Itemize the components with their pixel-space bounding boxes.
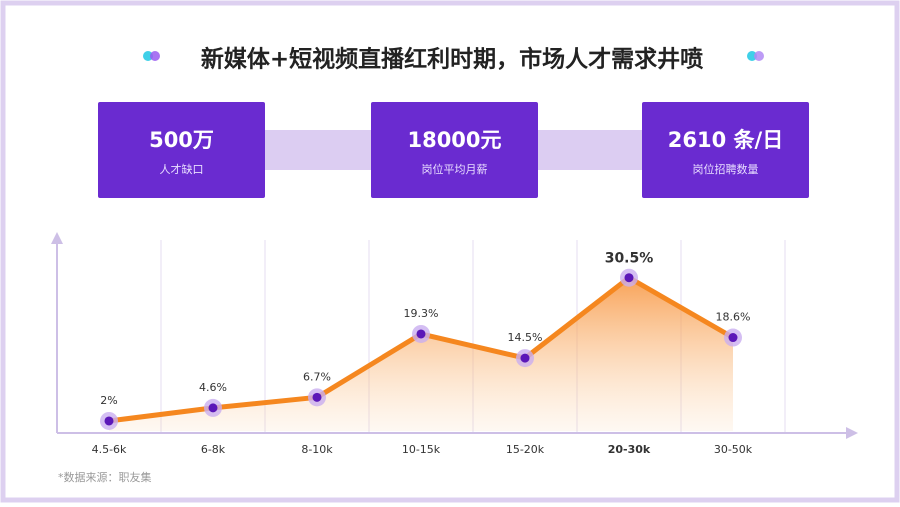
x-tick-label: 8-10k — [301, 443, 333, 456]
value-label: 19.3% — [404, 307, 439, 320]
x-tick-label: 30-50k — [714, 443, 753, 456]
stat-label: 岗位平均月薪 — [422, 162, 488, 176]
stat-label: 岗位招聘数量 — [693, 162, 759, 176]
x-arrow — [846, 427, 858, 439]
point — [520, 353, 530, 363]
x-tick-label: 20-30k — [608, 443, 651, 456]
title: 新媒体+短视频直播红利时期，市场人才需求井喷 — [201, 46, 703, 73]
point — [416, 329, 426, 339]
value-label: 18.6% — [716, 311, 751, 324]
title-dot — [754, 51, 764, 61]
stat-box — [371, 102, 538, 198]
point — [104, 416, 114, 426]
y-arrow — [51, 232, 63, 244]
value-label: 2% — [100, 394, 117, 407]
point — [312, 392, 322, 402]
point — [208, 403, 218, 413]
stat-value: 2610 条/日 — [668, 128, 783, 152]
point — [624, 273, 634, 283]
value-label: 4.6% — [199, 381, 227, 394]
x-tick-label: 10-15k — [402, 443, 441, 456]
stat-value: 500万 — [149, 128, 214, 152]
point — [728, 333, 738, 343]
title-dot — [747, 51, 757, 61]
chart: 2% 4.5-6k 4.6% 6-8k 6.7% 8-10k 19.3% 10-15k 14.5… — [51, 232, 858, 456]
title-dot — [150, 51, 160, 61]
value-label: 30.5% — [605, 251, 654, 267]
stat-value: 18000元 — [407, 128, 501, 152]
area — [109, 277, 733, 431]
title-dot — [143, 51, 153, 61]
x-tick-label: 6-8k — [201, 443, 226, 456]
x-tick-label: 15-20k — [506, 443, 545, 456]
stat-label: 人才缺口 — [160, 162, 204, 176]
stat-box — [642, 102, 809, 198]
stat-box — [98, 102, 265, 198]
x-tick-label: 4.5-6k — [92, 443, 127, 456]
source: *数据来源：职友集 — [58, 470, 152, 484]
value-label: 6.7% — [303, 370, 331, 383]
value-label: 14.5% — [508, 331, 543, 344]
